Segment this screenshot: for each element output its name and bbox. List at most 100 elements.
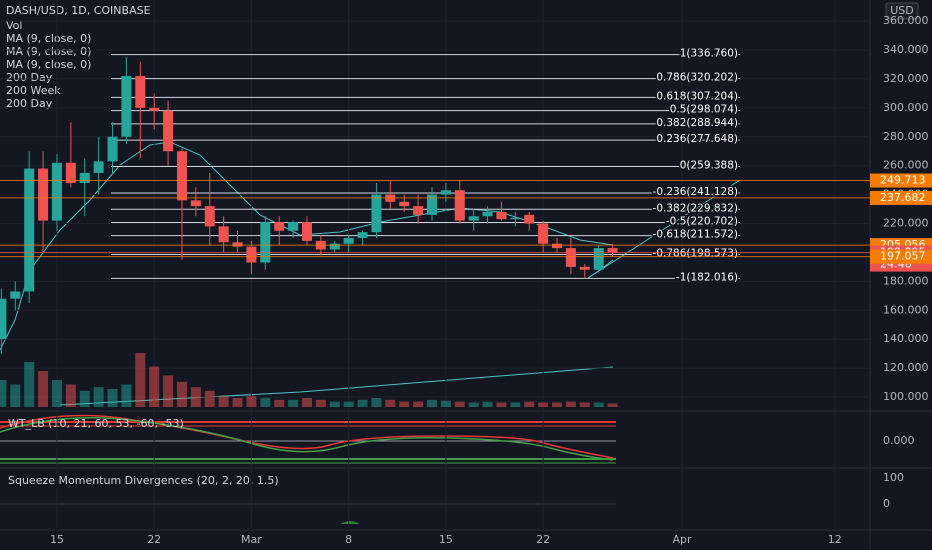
- candle-body: [79, 172, 90, 184]
- candle-body: [496, 211, 507, 220]
- candle-body: [246, 246, 257, 263]
- legend-entry: MA (9, close, 0): [6, 45, 91, 58]
- volume-bar: [524, 401, 535, 407]
- x-tick-label: 15: [439, 533, 453, 546]
- x-tick-label: 22: [536, 533, 550, 546]
- x-tick-label: 12: [828, 533, 842, 546]
- candle-body: [163, 110, 174, 152]
- volume-bar: [468, 402, 479, 407]
- candle-body: [371, 194, 382, 233]
- legend-entry: MA (9, close, 0): [6, 32, 91, 45]
- fib-label: 0.786(320.202): [656, 72, 738, 84]
- candle-body: [149, 107, 160, 111]
- candle-body: [0, 298, 7, 340]
- volume-bar: [79, 390, 90, 407]
- wt-line: [0, 414, 614, 459]
- panel-title: Squeeze Momentum Divergences (20, 2, 20,…: [8, 474, 279, 487]
- legend-entry: 200 Day: [6, 71, 53, 84]
- chart-title: DASH/USD, 1D, COINBASE: [6, 4, 151, 17]
- candle-body: [357, 232, 368, 238]
- y-tick-label: 320.000: [883, 72, 929, 85]
- fib-label: -0.382(229.832): [653, 202, 738, 214]
- candle-body: [107, 136, 118, 162]
- volume-bar: [121, 384, 132, 407]
- volume-bar: [274, 399, 285, 407]
- volume-bar: [163, 375, 174, 407]
- volume-bar: [565, 401, 576, 407]
- x-tick-label: 8: [345, 533, 352, 546]
- trend-line: [587, 179, 741, 279]
- candle-body: [329, 243, 340, 250]
- y-tick-label: 220.000: [883, 217, 929, 230]
- volume-bar: [510, 402, 521, 407]
- y-tick-label: 140.000: [883, 332, 929, 345]
- volume-bar: [607, 403, 618, 407]
- fib-label: 0.618(307.204): [656, 90, 738, 102]
- volume-bar: [413, 401, 424, 407]
- candle-body: [10, 291, 21, 299]
- candle-body: [38, 168, 49, 221]
- candle-body: [93, 161, 104, 173]
- x-tick-label: 22: [147, 533, 161, 546]
- currency-button[interactable]: [885, 2, 919, 20]
- volume-bar: [399, 401, 410, 407]
- candle-body: [260, 222, 271, 263]
- volume-bar: [288, 399, 299, 407]
- candle-body: [301, 222, 312, 241]
- volume-bar: [426, 399, 437, 407]
- volume-bar: [260, 398, 271, 407]
- price-tag-label: 237.682: [880, 191, 926, 204]
- volume-bar: [218, 396, 229, 407]
- volume-bar: [552, 402, 562, 407]
- volume-bar: [593, 402, 604, 407]
- panel-title: WT_LB (10, 21, 60, 53, -60, -53): [8, 417, 184, 430]
- candle-body: [440, 190, 451, 195]
- volume-bar: [246, 396, 257, 407]
- candle-body: [218, 226, 229, 243]
- candle-body: [204, 206, 215, 227]
- legend-entry: 200 Week: [6, 84, 61, 97]
- fib-label: -0.618(211.572): [653, 229, 738, 241]
- candle-body: [190, 200, 201, 207]
- candle-body: [399, 201, 410, 207]
- volume-bar: [51, 380, 62, 407]
- candle-body: [468, 216, 479, 221]
- volume-bar: [0, 380, 7, 407]
- volume-bar: [579, 402, 590, 407]
- candle-body: [176, 151, 187, 201]
- candle-body: [51, 162, 62, 221]
- fib-label: 0(259.388): [680, 160, 738, 172]
- volume-bar: [496, 402, 507, 407]
- volume-bar: [149, 366, 160, 407]
- price-tag: [870, 249, 932, 264]
- candle-body: [343, 237, 354, 244]
- candle-body: [552, 243, 562, 249]
- candle-body: [121, 76, 132, 137]
- legend-entry: Vol: [6, 19, 22, 32]
- volume-bar: [176, 381, 187, 407]
- volume-bar: [38, 371, 49, 407]
- fib-label: 0.5(298.074): [670, 104, 738, 116]
- volume-bar: [343, 401, 354, 407]
- volume-bar: [482, 401, 493, 407]
- volume-bar: [301, 398, 312, 407]
- fib-label: 0.382(288.944): [656, 117, 738, 129]
- y-tick-label: 100.000: [883, 390, 929, 403]
- volume-bar: [440, 400, 451, 407]
- candle-body: [524, 214, 535, 224]
- price-tag-label: 197.057: [880, 250, 926, 263]
- panel-tick: 0.000: [883, 434, 915, 447]
- price-tag-label: 249.713: [880, 174, 926, 187]
- currency[interactable]: USD: [890, 4, 914, 17]
- fib-label: -0.236(241.128): [653, 186, 738, 198]
- candle-body: [593, 248, 604, 270]
- squeeze-marker: [340, 521, 360, 524]
- wt-signal: [0, 417, 614, 461]
- volume-bar: [204, 390, 215, 407]
- y-tick-label: 180.000: [883, 274, 929, 287]
- legend-entry: MA (9, close, 0): [6, 58, 91, 71]
- fib-label: -0.786(198.573): [653, 247, 738, 259]
- fib-label: 1(336.760): [680, 48, 738, 60]
- volume-bar: [315, 399, 326, 407]
